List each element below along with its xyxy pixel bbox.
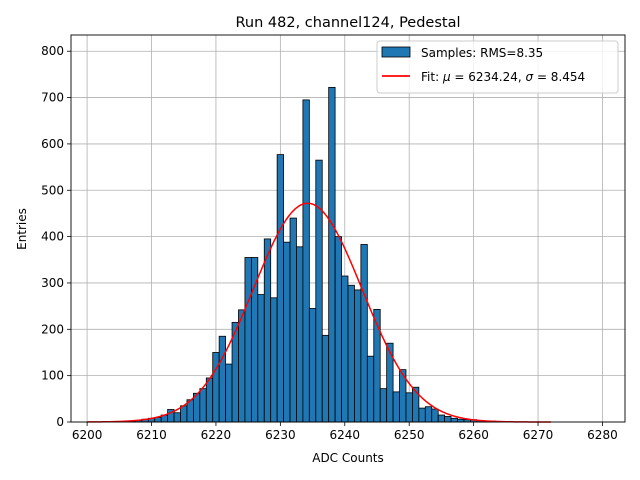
- histogram-bar: [412, 386, 420, 423]
- histogram-bar: [263, 238, 272, 423]
- histogram-bar: [225, 363, 233, 423]
- legend-fit-label-prefix: Fit:: [421, 70, 443, 84]
- chart-title: Run 482, channel124, Pedestal: [235, 15, 460, 31]
- x-tick-label: 6200: [72, 428, 103, 442]
- histogram-bar: [218, 335, 227, 423]
- histogram-bar: [173, 412, 181, 423]
- y-tick-label: 400: [41, 230, 64, 244]
- legend: Samples: RMS=8.35 Fit: μ = 6234.24, σ = …: [376, 40, 619, 94]
- histogram-bar: [424, 406, 433, 423]
- histogram-bar: [450, 417, 458, 423]
- y-tick-label: 100: [41, 369, 64, 383]
- legend-histogram-swatch: [381, 46, 411, 58]
- histogram-bars: [128, 86, 504, 423]
- histogram-bar: [289, 217, 297, 423]
- x-tick-label: 6230: [265, 428, 296, 442]
- y-tick-label: 700: [41, 91, 64, 105]
- y-axis-ticks: 0 100 200 300 400 500 600 700 800: [41, 44, 71, 429]
- y-tick-label: 600: [41, 137, 64, 151]
- histogram-bar: [321, 334, 330, 423]
- histogram-bar: [437, 414, 446, 423]
- x-tick-label: 6220: [201, 428, 232, 442]
- histogram-bar: [276, 154, 284, 423]
- histogram-bar: [296, 246, 304, 423]
- histogram-bar: [270, 297, 278, 423]
- histogram-bar: [392, 391, 400, 423]
- legend-fit-mu-value: = 6234.24,: [451, 70, 526, 84]
- legend-frame: [376, 40, 619, 94]
- legend-fit-mu-symbol: μ: [442, 70, 451, 84]
- histogram-bar: [366, 355, 375, 423]
- histogram-bar: [360, 244, 368, 423]
- histogram-bar: [302, 99, 310, 423]
- x-tick-label: 6240: [330, 428, 361, 442]
- x-axis-ticks: 6200 6210 6220 6230 6240 6250 6260 6270 6280: [72, 422, 618, 442]
- histogram-bar: [283, 241, 291, 423]
- legend-fit-sigma-value: = 8.454: [533, 70, 585, 84]
- y-tick-label: 200: [41, 322, 64, 336]
- x-tick-label: 6260: [458, 428, 489, 442]
- histogram-bar: [308, 308, 317, 423]
- x-tick-label: 6210: [136, 428, 167, 442]
- histogram-bar: [347, 284, 355, 423]
- y-tick-label: 0: [56, 415, 64, 429]
- histogram-bar: [180, 405, 188, 423]
- x-axis-label: ADC Counts: [312, 451, 384, 465]
- y-axis-label: Entries: [15, 208, 29, 250]
- y-tick-label: 500: [41, 183, 64, 197]
- histogram-bar: [212, 352, 220, 423]
- legend-fit-label: Fit: μ = 6234.24, σ = 8.454: [421, 70, 585, 84]
- y-tick-label: 800: [41, 44, 64, 58]
- histogram-bar: [244, 257, 252, 423]
- plot-frame: [70, 34, 626, 423]
- histogram-bar: [334, 236, 342, 423]
- histogram-bar: [205, 377, 214, 423]
- histogram-bar: [315, 159, 323, 423]
- histogram-bar: [257, 294, 265, 423]
- histogram-bar: [354, 289, 362, 423]
- histogram-bar: [328, 86, 336, 423]
- x-tick-label: 6270: [523, 428, 554, 442]
- histogram-bar: [199, 388, 207, 423]
- histogram-bar: [379, 388, 388, 423]
- gaussian-fit-curve: [87, 202, 551, 423]
- legend-fit-sigma-symbol: σ: [526, 70, 534, 84]
- histogram-bar: [405, 392, 413, 423]
- legend-histogram-label: Samples: RMS=8.35: [421, 46, 543, 60]
- x-tick-label: 6280: [587, 428, 618, 442]
- x-tick-label: 6250: [394, 428, 425, 442]
- histogram-bar: [444, 416, 452, 423]
- histogram-bar: [341, 275, 349, 423]
- histogram-bar: [238, 309, 246, 423]
- y-tick-label: 300: [41, 276, 64, 290]
- histogram-bar: [418, 407, 426, 423]
- histogram-bar: [431, 408, 439, 423]
